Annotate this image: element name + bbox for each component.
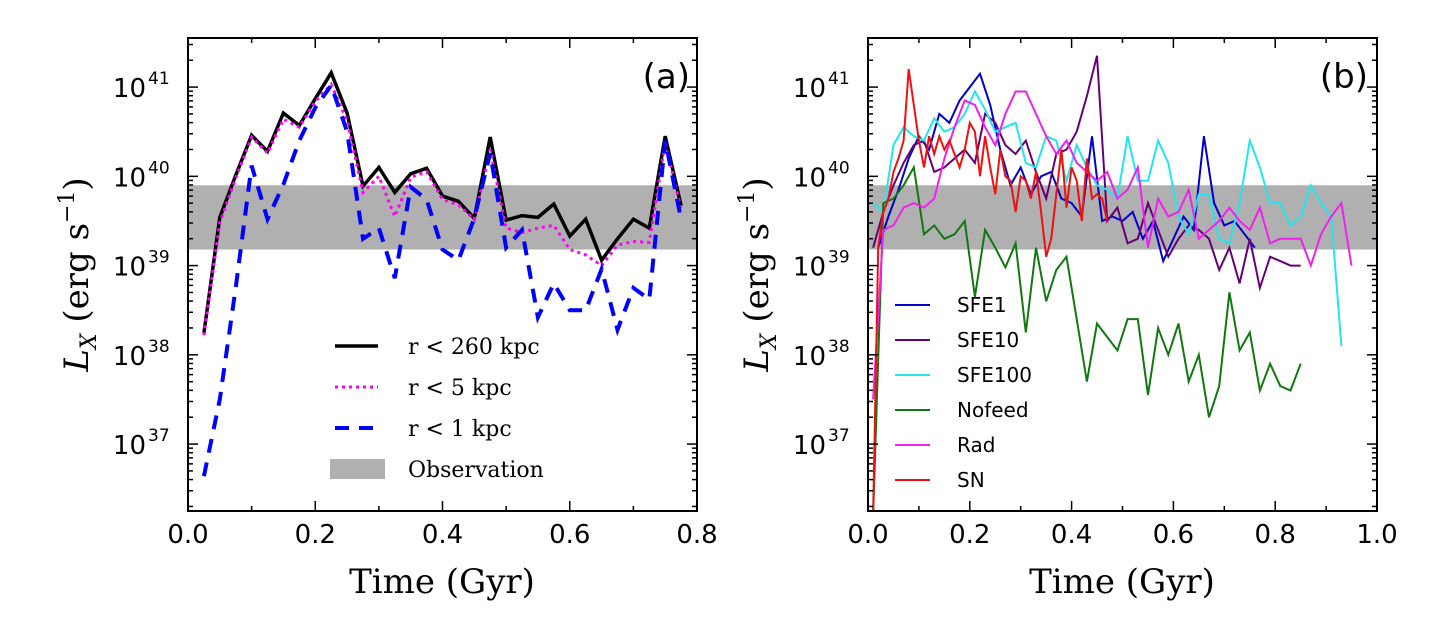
- plot-area: [872, 55, 1353, 511]
- legend-item: r < 260 kpc: [335, 335, 540, 360]
- y-tick-exponent: 41: [828, 69, 850, 89]
- x-axis-label: Time (Gyr): [349, 562, 535, 602]
- legend-label: SFE1: [957, 293, 1007, 317]
- y-tick-exponent: 37: [148, 426, 170, 446]
- legend: SFE1 SFE10 SFE100 Nofeed Rad SN: [895, 293, 1032, 492]
- legend-label: SFE100: [957, 363, 1032, 387]
- legend-item: SN: [895, 468, 985, 492]
- x-tick-label: 0.4: [422, 520, 463, 550]
- legend-label: r < 260 kpc: [408, 335, 540, 360]
- legend-label: Observation: [408, 458, 544, 483]
- y-axis-label: LX (erg s−1): [735, 177, 782, 372]
- x-tick-label: 0.0: [847, 520, 888, 550]
- legend-swatch: [330, 459, 385, 479]
- y-axis-label: LX (erg s−1): [55, 177, 102, 372]
- y-tick-label: 10: [793, 163, 826, 193]
- y-tick-exponent: 39: [828, 248, 850, 268]
- x-tick-label: 0.6: [1153, 520, 1194, 550]
- x-tick-label: 0.4: [1051, 520, 1092, 550]
- y-tick-label: 10: [793, 342, 826, 372]
- series-line-r-260-kpc: [202, 68, 683, 334]
- legend-label: Nofeed: [957, 398, 1029, 422]
- y-tick-label: 10: [113, 253, 146, 283]
- legend-item: r < 1 kpc: [335, 417, 512, 442]
- x-tick-label: 0.8: [676, 520, 717, 550]
- y-tick-exponent: 39: [148, 248, 170, 268]
- panel-label: (a): [643, 57, 690, 97]
- x-tick-label: 0.0: [167, 520, 208, 550]
- y-tick-label: 10: [113, 342, 146, 372]
- y-tick-exponent: 40: [828, 158, 850, 178]
- y-tick-exponent: 38: [148, 337, 170, 357]
- y-tick-exponent: 40: [148, 158, 170, 178]
- axes-frame: [867, 37, 1378, 512]
- legend-item: r < 5 kpc: [335, 376, 512, 401]
- y-tick-label: 10: [793, 253, 826, 283]
- plot-area: [201, 68, 684, 477]
- y-tick-label: 10: [113, 74, 146, 104]
- legend-label: r < 1 kpc: [408, 417, 512, 442]
- series-line-rad: [872, 90, 1353, 400]
- y-tick-exponent: 41: [148, 69, 170, 89]
- y-tick-label: 10: [113, 163, 146, 193]
- x-tick-label: 1.0: [1356, 520, 1397, 550]
- panel-label: (b): [1320, 57, 1368, 97]
- series-line-sn: [872, 69, 1109, 511]
- series-line-sfe10: [872, 55, 1301, 292]
- x-axis-label: Time (Gyr): [1029, 562, 1215, 602]
- legend: r < 260 kpc r < 5 kpc r < 1 kpc Observation: [330, 335, 544, 483]
- legend-item: Rad: [895, 433, 995, 457]
- legend-label: SN: [957, 468, 985, 492]
- legend-item: Observation: [330, 458, 544, 483]
- x-tick-label: 0.2: [949, 520, 990, 550]
- y-tick-label: 10: [793, 74, 826, 104]
- series-line-nofeed: [872, 164, 1302, 511]
- legend-item: SFE1: [895, 293, 1007, 317]
- legend-label: r < 5 kpc: [408, 376, 512, 401]
- legend-label: Rad: [957, 433, 995, 457]
- y-tick-exponent: 37: [828, 426, 850, 446]
- series-line-sfe100: [872, 89, 1343, 346]
- legend-item: SFE100: [895, 363, 1032, 387]
- legend-item: Nofeed: [895, 398, 1029, 422]
- x-tick-label: 0.2: [295, 520, 336, 550]
- legend-label: SFE10: [957, 328, 1019, 352]
- y-tick-label: 10: [113, 431, 146, 461]
- x-tick-label: 0.8: [1255, 520, 1296, 550]
- x-tick-label: 0.6: [549, 520, 590, 550]
- legend-item: SFE10: [895, 328, 1019, 352]
- y-tick-label: 10: [793, 431, 826, 461]
- series-line-r-1-kpc: [201, 80, 684, 477]
- y-tick-exponent: 38: [828, 337, 850, 357]
